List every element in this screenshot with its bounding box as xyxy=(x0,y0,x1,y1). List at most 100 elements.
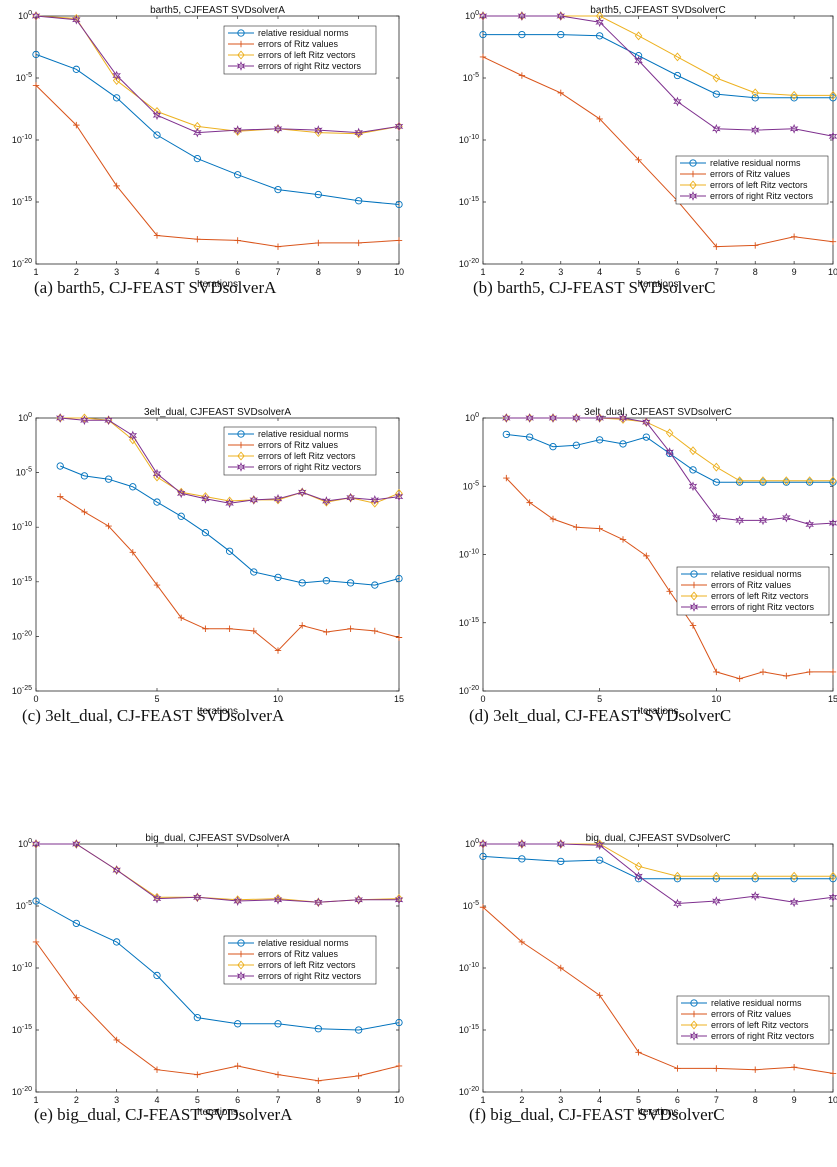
data-point xyxy=(502,413,511,423)
data-point xyxy=(479,30,487,39)
x-tick-label: 10 xyxy=(394,267,404,277)
x-tick-label: 5 xyxy=(154,694,159,704)
series-residual xyxy=(32,50,403,209)
data-point xyxy=(152,110,162,121)
data-point xyxy=(72,13,81,23)
data-point xyxy=(525,413,534,423)
data-point xyxy=(250,627,257,635)
data-point xyxy=(829,238,837,245)
data-point xyxy=(371,581,379,589)
data-point xyxy=(666,588,673,595)
legend-marker xyxy=(237,50,245,60)
data-point xyxy=(194,236,201,243)
data-point xyxy=(32,11,40,21)
data-point xyxy=(274,647,282,654)
data-point xyxy=(153,581,161,589)
data-point xyxy=(759,476,767,486)
data-point xyxy=(354,895,363,905)
data-point xyxy=(689,622,697,629)
data-point xyxy=(673,871,682,881)
data-point xyxy=(596,992,603,999)
legend-label: errors of left Ritz vectors xyxy=(258,451,356,461)
series-line xyxy=(482,56,834,248)
series-ritz xyxy=(32,938,403,1085)
figure-caption: (e) big_dual, CJ-FEAST SVDsolverA xyxy=(34,1105,293,1124)
data-point xyxy=(526,499,533,506)
data-point xyxy=(713,1065,720,1072)
series-residual xyxy=(502,430,837,486)
series-ritz xyxy=(479,53,837,250)
data-point xyxy=(689,466,697,474)
legend-label: relative residual norms xyxy=(711,569,802,579)
data-point xyxy=(153,131,161,139)
x-tick-label: 6 xyxy=(675,267,680,277)
data-point xyxy=(129,549,136,556)
data-point xyxy=(32,839,40,849)
series-line xyxy=(483,843,834,905)
y-tick-label: 10-20 xyxy=(12,630,32,641)
legend-label: errors of right Ritz vectors xyxy=(258,971,362,981)
data-point xyxy=(674,197,681,204)
legend-box xyxy=(223,426,377,476)
x-tick-label: 7 xyxy=(714,267,719,277)
data-point xyxy=(274,1071,282,1078)
data-point xyxy=(712,896,721,906)
series-right xyxy=(55,413,404,509)
y-tick-label: 100 xyxy=(465,838,479,849)
legend-label: errors of right Ritz vectors xyxy=(711,1031,815,1041)
data-point xyxy=(557,857,565,866)
x-tick-label: 3 xyxy=(558,1095,563,1105)
legend-box xyxy=(675,155,829,205)
data-point xyxy=(193,154,201,163)
data-point xyxy=(758,515,768,526)
data-point xyxy=(153,892,161,902)
data-point xyxy=(573,524,580,531)
plot-area xyxy=(482,843,834,1093)
legend-box xyxy=(676,995,830,1045)
data-point xyxy=(55,413,65,423)
x-tick-label: 7 xyxy=(714,1095,719,1105)
data-point xyxy=(153,232,161,239)
data-point xyxy=(112,865,121,875)
x-tick-label: 1 xyxy=(33,1095,38,1105)
data-point xyxy=(619,414,627,424)
y-tick-label: 100 xyxy=(18,10,32,21)
y-tick-label: 10-15 xyxy=(12,1024,32,1035)
series-residual xyxy=(32,897,403,1034)
legend-marker xyxy=(236,971,246,981)
plot-area xyxy=(35,417,400,692)
series-line xyxy=(482,906,834,1074)
series-right xyxy=(478,11,837,142)
data-point xyxy=(355,197,363,205)
data-point xyxy=(32,82,40,89)
legend-label: relative residual norms xyxy=(258,28,349,38)
data-point xyxy=(152,468,162,479)
y-tick-label: 10-15 xyxy=(459,1024,479,1035)
data-point xyxy=(595,17,604,28)
y-tick-label: 10-20 xyxy=(459,1086,479,1097)
data-point xyxy=(153,498,161,506)
data-point xyxy=(73,121,80,129)
legend-label: errors of Ritz values xyxy=(258,440,339,450)
data-point xyxy=(298,487,306,497)
data-point xyxy=(782,476,791,486)
x-tick-label: 15 xyxy=(828,694,837,704)
y-tick-label: 10-15 xyxy=(12,196,32,207)
data-point xyxy=(347,625,354,632)
x-tick-label: 8 xyxy=(753,267,758,277)
y-tick-label: 10-5 xyxy=(463,72,479,83)
data-point xyxy=(274,185,282,194)
data-point xyxy=(752,242,759,249)
data-point xyxy=(234,1062,241,1070)
data-point xyxy=(153,971,161,980)
data-point xyxy=(314,1025,322,1033)
data-point xyxy=(557,30,565,39)
x-tick-label: 4 xyxy=(597,1095,602,1105)
data-point xyxy=(673,52,682,62)
data-point xyxy=(113,182,120,190)
data-point xyxy=(273,894,283,905)
data-point xyxy=(596,115,603,123)
series-line xyxy=(35,900,400,1031)
data-point xyxy=(634,871,643,882)
data-point xyxy=(479,852,487,861)
